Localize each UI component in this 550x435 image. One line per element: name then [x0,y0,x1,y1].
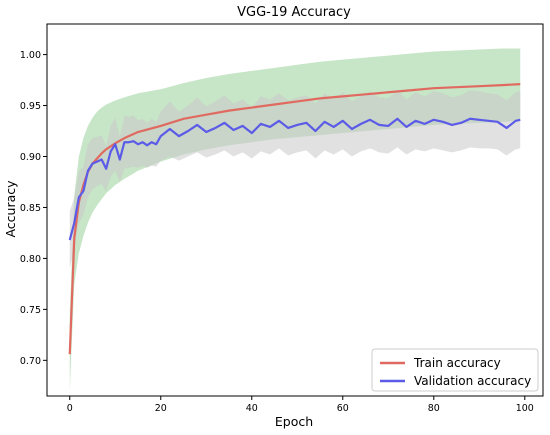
plot-frame [46,23,544,397]
chart-title: VGG-19 Accuracy [237,5,351,20]
x-tick-label: 20 [155,403,167,414]
x-tick-label: 0 [67,403,73,414]
legend-box [371,348,539,392]
x-axis-label: Epoch [275,414,313,429]
x-axis-ticks: 0 20 40 60 80 100 [67,396,534,414]
x-tick-label: 80 [428,403,440,414]
confidence-bands [69,48,521,391]
y-axis-ticks: 0.70 0.75 0.80 0.85 0.90 0.95 1.00 [20,50,47,367]
y-axis-label: Accuracy [3,180,18,238]
x-tick-label: 60 [337,403,349,414]
legend-label-train: Train accuracy [413,356,501,370]
validation-accuracy-line [68,117,521,241]
y-tick-label: 0.75 [20,305,41,316]
x-tick-label: 100 [516,403,534,414]
series-lines [68,83,521,355]
y-tick-label: 0.85 [20,203,41,214]
y-tick-label: 0.80 [20,254,41,265]
x-tick-label: 40 [246,403,258,414]
y-tick-label: 0.95 [20,101,41,112]
y-tick-label: 0.70 [20,356,41,367]
y-tick-label: 1.00 [20,50,41,61]
legend-label-validation: Validation accuracy [414,374,531,388]
y-tick-label: 0.90 [20,152,41,163]
legend: Train accuracy Validation accuracy [371,348,539,392]
